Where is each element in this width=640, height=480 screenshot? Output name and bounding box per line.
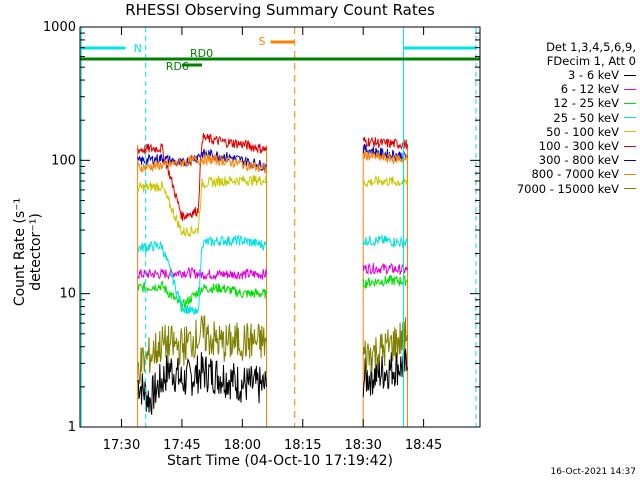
legend-label: 300 - 800 keV bbox=[538, 153, 619, 168]
legend-label: 25 - 50 keV bbox=[553, 110, 619, 125]
legend-header-1: Det 1,3,4,5,6,9, bbox=[546, 40, 636, 54]
y-tick-label-0: 1 bbox=[68, 420, 76, 435]
legend-label: 50 - 100 keV bbox=[546, 124, 619, 139]
legend-entry: 12 - 25 keV bbox=[484, 96, 636, 110]
legend-label: 100 - 300 keV bbox=[538, 139, 619, 154]
series-line-25-50-kev-0 bbox=[137, 234, 267, 316]
series-line-50-100-kev-0 bbox=[137, 174, 267, 237]
y-tick-label-2: 100 bbox=[51, 153, 76, 168]
series-line-100-300-kev-0 bbox=[137, 133, 267, 222]
series-line-100-300-kev-1 bbox=[362, 136, 408, 150]
axes: 17:30 17:45 18:00 18:15 18:30 18:45 1 10 100 1000 bbox=[43, 20, 481, 453]
legend-header-2: FDecim 1, Att 0 bbox=[546, 54, 636, 68]
legend-entry: 100 - 300 keV bbox=[484, 139, 636, 153]
series-line-7000-15000-kev-1 bbox=[362, 317, 408, 373]
legend-swatch bbox=[624, 74, 636, 76]
legend-label: 3 - 6 keV bbox=[568, 68, 619, 83]
plot-timestamp: 16-Oct-2021 14:37 bbox=[550, 467, 636, 477]
x-tick-label-5: 18:45 bbox=[405, 438, 442, 453]
legend-label: 6 - 12 keV bbox=[560, 82, 619, 97]
legend-entry: 300 - 800 keV bbox=[484, 153, 636, 167]
observation-bands bbox=[137, 145, 408, 427]
legend-swatch bbox=[624, 88, 636, 90]
legend-swatch bbox=[624, 117, 636, 119]
legend-entries: 3 - 6 keV 6 - 12 keV 12 - 25 keV 25 - 50 ke… bbox=[484, 68, 636, 196]
s-marker-label: S bbox=[258, 35, 265, 48]
legend-swatch bbox=[624, 188, 636, 190]
legend-label: 7000 - 15000 keV bbox=[516, 181, 619, 196]
legend-label: 800 - 7000 keV bbox=[531, 167, 619, 182]
series-line-3-6-kev-1 bbox=[362, 348, 408, 397]
series-line-7000-15000-kev-0 bbox=[137, 315, 267, 384]
legend-entry: 50 - 100 keV bbox=[484, 125, 636, 139]
series-line-300-800-kev-0 bbox=[137, 148, 267, 172]
x-tick-label-0: 17:30 bbox=[103, 438, 140, 453]
chart-title: RHESSI Observing Summary Count Rates bbox=[125, 1, 435, 19]
series-line-50-100-kev-1 bbox=[362, 174, 408, 188]
x-tick-label-2: 18:00 bbox=[224, 438, 261, 453]
legend-entry: 6 - 12 keV bbox=[484, 82, 636, 96]
series-line-12-25-kev-0 bbox=[137, 280, 267, 312]
rd0-marker-label: RD0 bbox=[190, 47, 213, 60]
legend-swatch bbox=[624, 145, 636, 147]
series-line-800-7000-kev-0 bbox=[137, 152, 267, 174]
rd6-marker-label: RD6 bbox=[166, 60, 189, 73]
legend-entry: 25 - 50 keV bbox=[484, 111, 636, 125]
x-tick-label-1: 17:45 bbox=[163, 438, 200, 453]
x-tick-label-4: 18:30 bbox=[344, 438, 381, 453]
legend-label: 12 - 25 keV bbox=[553, 96, 619, 111]
series-line-25-50-kev-1 bbox=[362, 233, 408, 249]
legend-swatch bbox=[624, 102, 636, 104]
legend-swatch bbox=[624, 173, 636, 175]
series-line-12-25-kev-1 bbox=[362, 274, 408, 290]
x-tick-label-3: 18:15 bbox=[284, 438, 321, 453]
legend-entry: 7000 - 15000 keV bbox=[484, 182, 636, 196]
series-line-6-12-kev-0 bbox=[137, 266, 267, 281]
series-line-800-7000-kev-1 bbox=[362, 150, 408, 166]
legend: Det 1,3,4,5,6,9, FDecim 1, Att 0 3 - 6 k… bbox=[484, 40, 636, 196]
y-axis-label: Count Rate (s⁻¹ detector⁻¹) bbox=[12, 197, 44, 307]
legend-entry: 3 - 6 keV bbox=[484, 68, 636, 82]
series-layer bbox=[137, 133, 408, 415]
n-marker-label: N bbox=[134, 42, 142, 55]
y-tick-label-1: 10 bbox=[59, 287, 76, 302]
y-tick-label-3: 1000 bbox=[43, 20, 76, 35]
legend-entry: 800 - 7000 keV bbox=[484, 167, 636, 181]
series-line-6-12-kev-1 bbox=[362, 262, 408, 276]
plot-frame bbox=[79, 26, 481, 428]
legend-swatch bbox=[624, 131, 636, 133]
series-line-3-6-kev-0 bbox=[137, 352, 267, 415]
x-axis-label: Start Time (04-Oct-10 17:19:42) bbox=[167, 453, 393, 469]
legend-swatch bbox=[624, 159, 636, 161]
